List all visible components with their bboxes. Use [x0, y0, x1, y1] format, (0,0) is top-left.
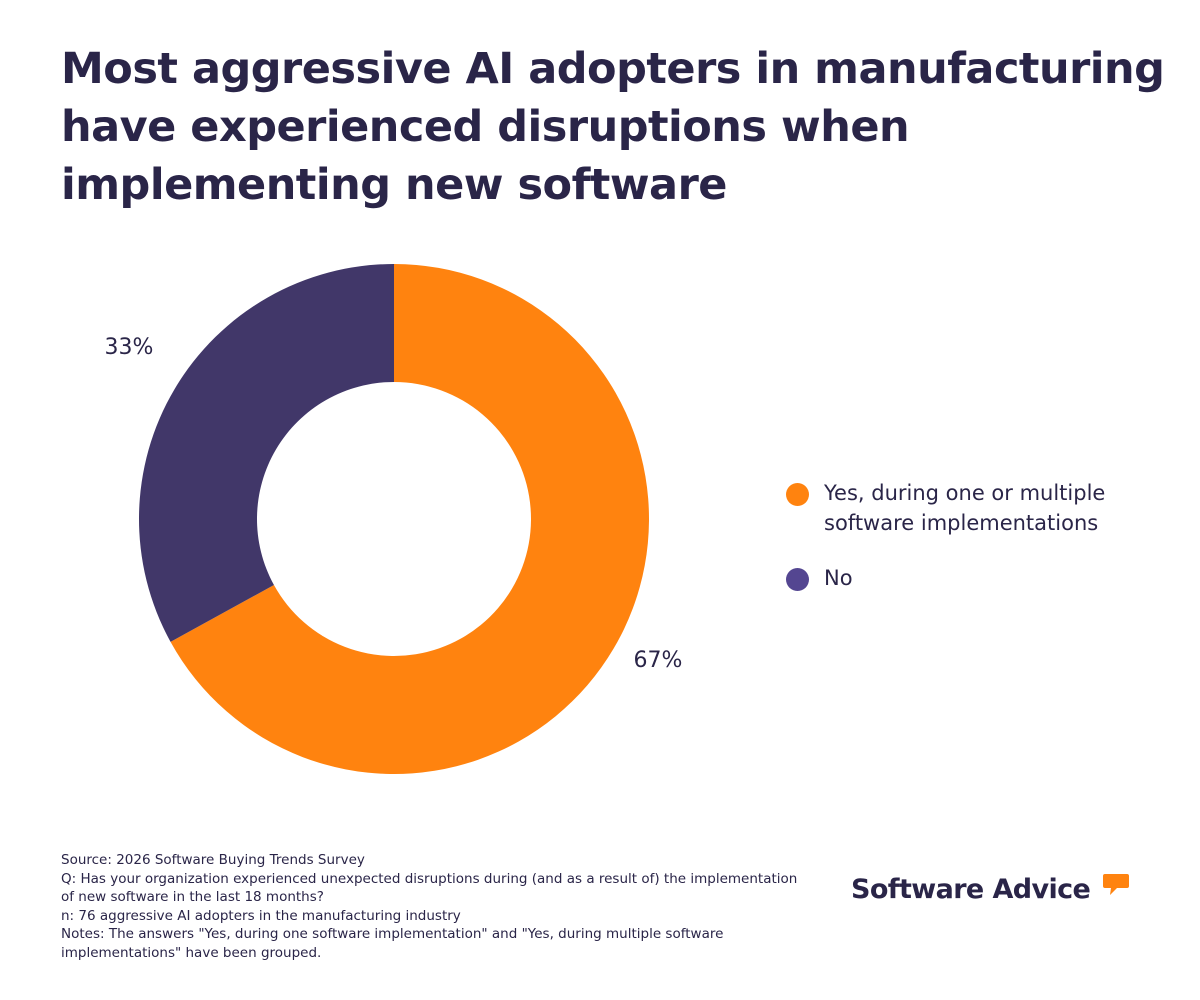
legend-swatch-yes: [786, 483, 809, 506]
chart-legend: Yes, during one or multiple software imp…: [786, 478, 1186, 618]
question-line: of new software in the last 18 months?: [61, 889, 324, 905]
legend-label-line: Yes, during one or multiple: [824, 481, 1106, 505]
legend-label-line: No: [824, 566, 853, 590]
legend-label-no: No: [824, 563, 1186, 593]
logo-text: Software Advice: [851, 874, 1091, 905]
donut-slice-yes: [170, 264, 650, 774]
notes-line: Notes: The answers "Yes, during one soft…: [61, 926, 724, 942]
sample-line: n: 76 aggressive AI adopters in the manu…: [61, 907, 461, 924]
legend-item-no: No: [786, 563, 1186, 593]
slice-label-no: 33%: [105, 335, 154, 360]
legend-swatch-no: [786, 568, 809, 591]
notes-line: implementations" have been grouped.: [61, 944, 322, 961]
title-line: Most aggressive AI adopters in manufactu…: [61, 44, 1165, 94]
source-line: Source: 2026 Software Buying Trends Surv…: [61, 852, 365, 868]
legend-label-line: software implementations: [824, 511, 1099, 535]
title-line: have experienced disruptions when: [61, 102, 910, 152]
title-line: implementing new software: [61, 160, 727, 210]
donut-slices: [138, 264, 650, 774]
donut-slice-no: [138, 264, 394, 642]
source-notes: Source: 2026 Software Buying Trends Surv…: [61, 851, 821, 962]
legend-item-yes: Yes, during one or multiple software imp…: [786, 478, 1186, 538]
chart-title: Most aggressive AI adopters in manufactu…: [61, 40, 1165, 214]
question-line: Q: Has your organization experienced une…: [61, 870, 798, 887]
software-advice-logo: Software Advice: [851, 872, 1141, 912]
slice-label-yes: 67%: [634, 648, 683, 673]
legend-label-yes: Yes, during one or multiple software imp…: [824, 478, 1186, 538]
speech-bubble-icon: [1103, 874, 1129, 895]
